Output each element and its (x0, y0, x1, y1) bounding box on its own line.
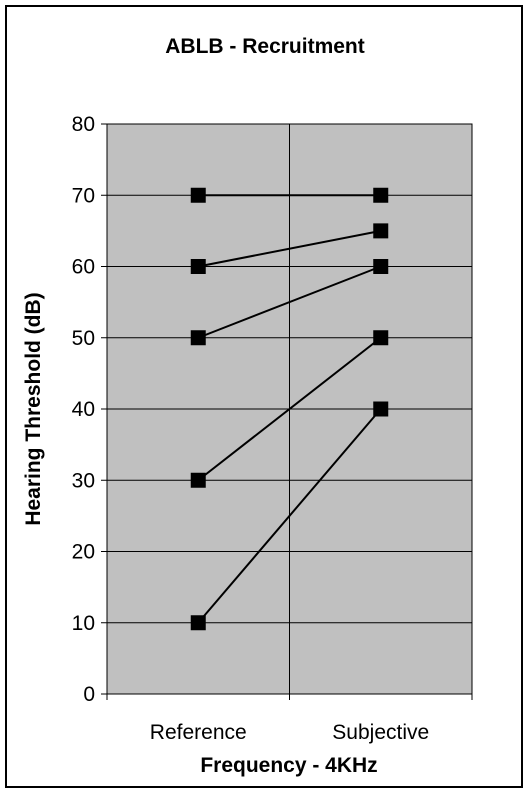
y-tick-label: 0 (83, 683, 95, 706)
y-tick-label: 40 (72, 398, 95, 421)
y-tick-label: 10 (72, 612, 95, 635)
x-axis-ticks: Reference Subjective (106, 694, 473, 744)
y-tick-label: 60 (72, 256, 95, 279)
data-point-marker (190, 187, 206, 203)
data-point-marker (373, 401, 389, 417)
y-tick-label: 70 (72, 184, 95, 207)
series-line (198, 229, 381, 268)
data-point-marker (373, 259, 389, 274)
data-point-marker (190, 259, 206, 274)
data-point-marker (373, 223, 389, 239)
y-tick-label: 30 (72, 469, 95, 492)
data-point-marker (190, 615, 206, 631)
data-point-marker (373, 187, 389, 203)
x-axis-label: Frequency - 4KHz (200, 754, 377, 777)
series-line (197, 265, 382, 339)
x-tick-label: Reference (150, 721, 247, 744)
y-tick-label: 20 (72, 541, 95, 564)
data-point-marker (373, 330, 389, 346)
data-point-marker (190, 330, 206, 346)
series-lines (197, 194, 382, 624)
x-tick-label: Subjective (332, 721, 429, 744)
y-axis-label: Hearing Threshold (dB) (22, 292, 45, 525)
y-axis-ticks: 0 10 20 30 40 50 60 70 80 (72, 113, 107, 706)
series-markers (190, 187, 389, 631)
chart-title: ABLB - Recruitment (165, 35, 365, 58)
y-tick-label: 80 (72, 113, 95, 136)
series-line (197, 408, 382, 624)
series-line (197, 336, 382, 482)
y-tick-label: 50 (72, 327, 95, 350)
data-point-marker (190, 472, 206, 488)
